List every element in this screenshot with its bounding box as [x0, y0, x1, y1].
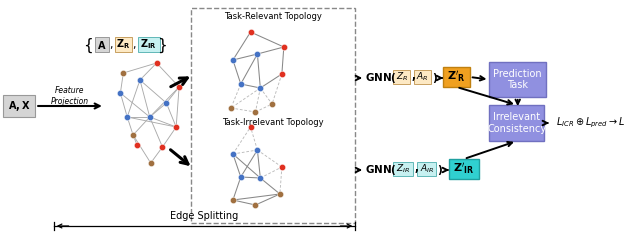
Bar — [490, 105, 544, 141]
Bar — [115, 37, 132, 52]
Text: $Z_{IR}$: $Z_{IR}$ — [396, 163, 410, 175]
Text: $\mathbf{A, X}$: $\mathbf{A, X}$ — [8, 99, 30, 113]
Bar — [417, 162, 436, 176]
Bar — [490, 62, 546, 97]
Text: $\mathbf{)}$: $\mathbf{)}$ — [438, 163, 444, 177]
Text: Edge Splitting: Edge Splitting — [170, 211, 239, 221]
Text: $\mathbf{Z_R}$: $\mathbf{Z_R}$ — [116, 38, 131, 51]
Text: Prediction
Task: Prediction Task — [493, 69, 542, 90]
Text: $\mathbf{A}$: $\mathbf{A}$ — [97, 38, 106, 50]
Bar — [414, 70, 431, 84]
Text: Task-Relevant Topology: Task-Relevant Topology — [224, 12, 322, 20]
Text: Irrelevant
Consistency: Irrelevant Consistency — [487, 112, 547, 134]
Bar — [444, 67, 470, 87]
Bar — [95, 37, 109, 52]
Text: $\mathbf{)}$: $\mathbf{)}$ — [431, 71, 438, 85]
Text: $A_{IR}$: $A_{IR}$ — [420, 163, 434, 175]
Text: ,: , — [109, 40, 113, 50]
Text: $Z_R$: $Z_R$ — [396, 71, 408, 83]
Text: $\mathbf{,}$: $\mathbf{,}$ — [411, 73, 416, 83]
Text: $\mathbf{GNN(}$: $\mathbf{GNN(}$ — [365, 71, 397, 85]
Text: $\mathbf{Z'_{IR}}$: $\mathbf{Z'_{IR}}$ — [453, 162, 475, 176]
Text: {: { — [83, 37, 93, 53]
Bar — [394, 70, 410, 84]
Text: $\mathbf{GNN(}$: $\mathbf{GNN(}$ — [365, 163, 397, 177]
Text: $L_{ICR} \oplus L_{pred} \rightarrow L$: $L_{ICR} \oplus L_{pred} \rightarrow L$ — [556, 116, 625, 130]
Text: ,: , — [132, 40, 136, 50]
Text: Feature
Projection: Feature Projection — [51, 86, 89, 106]
Text: Task-Irrelevant Topology: Task-Irrelevant Topology — [222, 118, 324, 127]
Text: }: } — [157, 37, 166, 53]
Bar — [394, 162, 413, 176]
Bar — [3, 95, 35, 117]
Text: $\mathbf{Z_{IR}}$: $\mathbf{Z_{IR}}$ — [140, 38, 157, 51]
Text: $\mathbf{Z'_R}$: $\mathbf{Z'_R}$ — [447, 70, 466, 84]
Bar — [191, 8, 355, 223]
Bar — [138, 37, 159, 52]
Text: $A_R$: $A_R$ — [416, 71, 429, 83]
Text: $\mathbf{,}$: $\mathbf{,}$ — [414, 165, 419, 175]
Bar — [449, 159, 479, 179]
